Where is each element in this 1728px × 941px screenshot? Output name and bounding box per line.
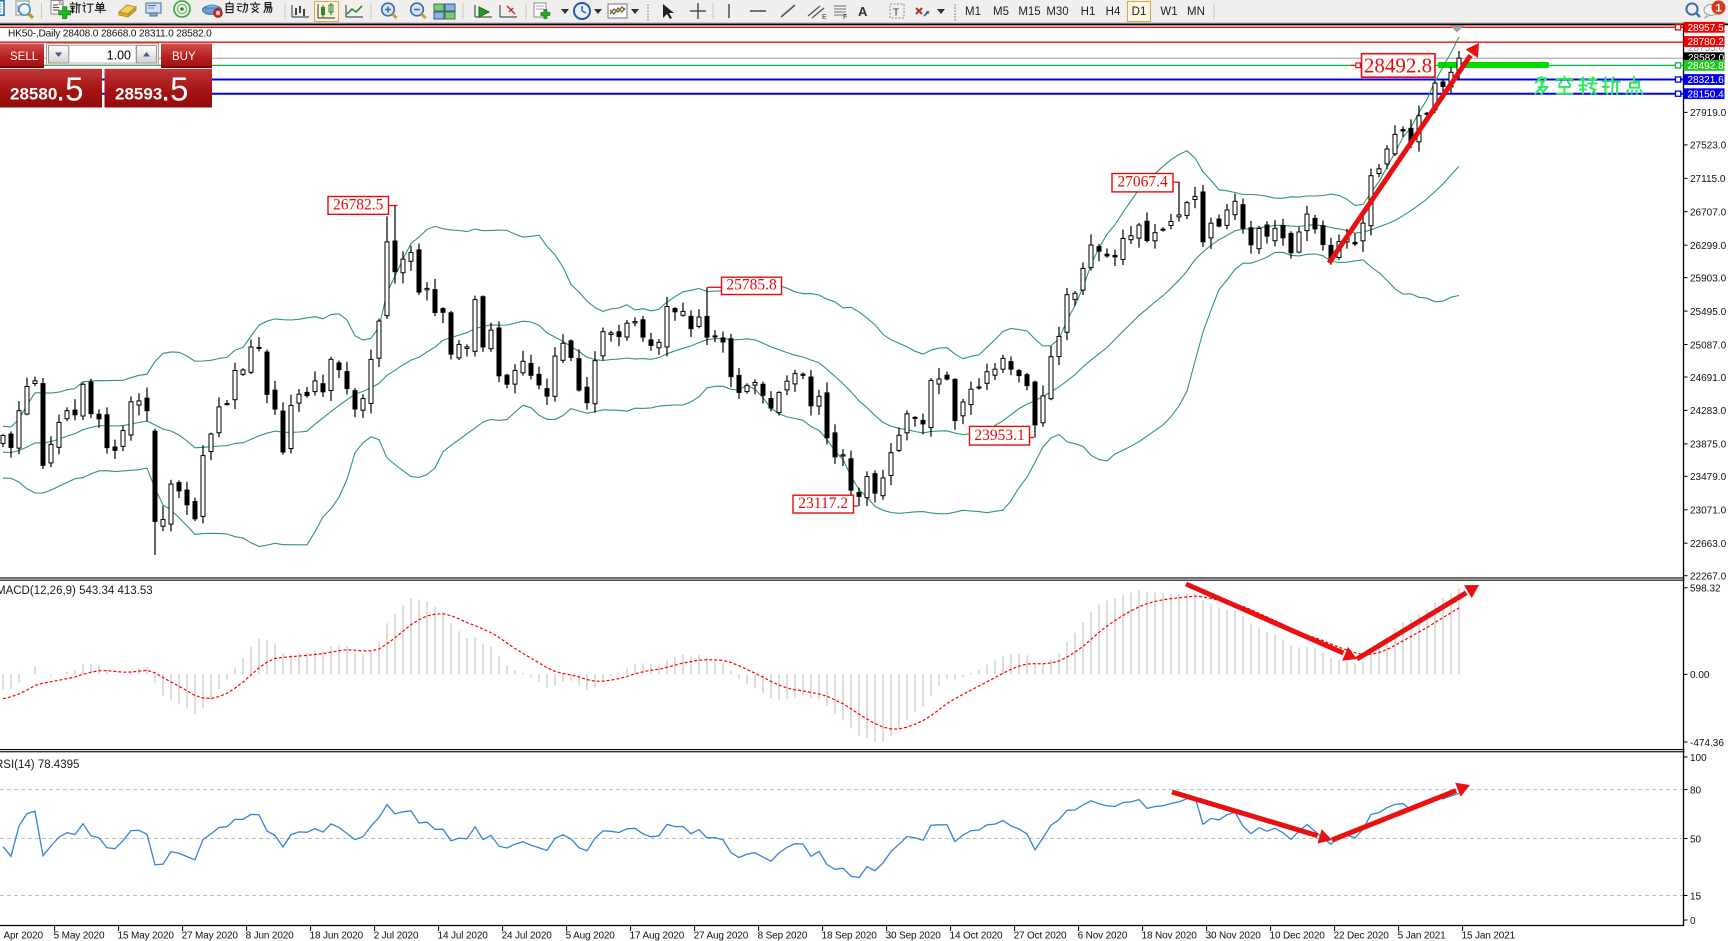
svg-text:H1: H1 — [1081, 6, 1096, 18]
svg-text:25785.8: 25785.8 — [726, 277, 777, 294]
svg-text:30 Nov 2020: 30 Nov 2020 — [1206, 931, 1262, 941]
svg-text:28321.6: 28321.6 — [1688, 75, 1725, 86]
svg-text:28755.0: 28755.0 — [1688, 43, 1725, 54]
svg-text:2 Jul 2020: 2 Jul 2020 — [374, 931, 419, 941]
svg-text:M15: M15 — [1018, 6, 1040, 18]
svg-text:15 Jan 2021: 15 Jan 2021 — [1462, 931, 1516, 941]
svg-text:T: T — [893, 8, 899, 19]
svg-text:23479.0: 23479.0 — [1690, 472, 1727, 483]
svg-text:28780.2: 28780.2 — [1688, 37, 1725, 48]
svg-text:27523.0: 27523.0 — [1690, 141, 1727, 152]
svg-text:D1: D1 — [1132, 6, 1147, 18]
svg-text:.5: .5 — [161, 71, 189, 108]
svg-text:50: 50 — [1690, 834, 1702, 845]
svg-text:HK50-,Daily 28408.0 28668.0 2: HK50-,Daily 28408.0 28668.0 28311.0 2858… — [8, 29, 212, 40]
svg-text:5 May 2020: 5 May 2020 — [54, 931, 105, 941]
svg-text:25087.0: 25087.0 — [1690, 340, 1727, 351]
svg-text:8 Jun 2020: 8 Jun 2020 — [246, 931, 295, 941]
svg-text:17 Aug 2020: 17 Aug 2020 — [630, 931, 685, 941]
svg-text:23953.1: 23953.1 — [974, 427, 1024, 444]
svg-text:1: 1 — [1715, 3, 1721, 15]
svg-text:14 Jul 2020: 14 Jul 2020 — [438, 931, 489, 941]
svg-text:26707.0: 26707.0 — [1690, 208, 1727, 219]
svg-text:A: A — [858, 4, 868, 19]
svg-text:0: 0 — [1690, 916, 1696, 927]
svg-text:M5: M5 — [993, 6, 1009, 18]
svg-text:100: 100 — [1690, 753, 1707, 764]
svg-text:5 Jan 2021: 5 Jan 2021 — [1398, 931, 1447, 941]
svg-text:6 Nov 2020: 6 Nov 2020 — [1078, 931, 1128, 941]
svg-text:SELL: SELL — [10, 51, 39, 63]
svg-text:22267.0: 22267.0 — [1690, 572, 1727, 583]
svg-text:M1: M1 — [965, 6, 981, 18]
svg-text:27115.0: 27115.0 — [1690, 174, 1726, 185]
svg-text:80: 80 — [1690, 785, 1702, 796]
svg-text:BUY: BUY — [172, 51, 196, 63]
svg-text:14 Oct 2020: 14 Oct 2020 — [950, 931, 1003, 941]
svg-text:RSI(14) 78.4395: RSI(14) 78.4395 — [0, 759, 79, 771]
svg-text:W1: W1 — [1160, 6, 1177, 18]
svg-text:MACD(12,26,9) 543.34 413.53: MACD(12,26,9) 543.34 413.53 — [0, 585, 153, 597]
svg-text:10 Dec 2020: 10 Dec 2020 — [1270, 931, 1326, 941]
svg-text:27 Oct 2020: 27 Oct 2020 — [1014, 931, 1067, 941]
svg-text:26782.5: 26782.5 — [333, 196, 384, 213]
svg-text:27 May 2020: 27 May 2020 — [182, 931, 239, 941]
svg-text:23875.0: 23875.0 — [1690, 440, 1727, 451]
svg-text:28582.0: 28582.0 — [1688, 53, 1725, 64]
svg-text:28580: 28580 — [10, 85, 57, 104]
svg-text:18 Nov 2020: 18 Nov 2020 — [1142, 931, 1198, 941]
svg-text:15 May 2020: 15 May 2020 — [118, 931, 175, 941]
svg-text:H4: H4 — [1106, 6, 1121, 18]
svg-text:24691.0: 24691.0 — [1690, 373, 1727, 384]
svg-text:M30: M30 — [1046, 6, 1068, 18]
svg-text:27067.4: 27067.4 — [1117, 174, 1168, 191]
svg-text:F: F — [843, 14, 847, 21]
svg-text:28492.8: 28492.8 — [1364, 54, 1432, 78]
svg-text:28492.8: 28492.8 — [1688, 61, 1725, 72]
svg-text:28957.5: 28957.5 — [1688, 23, 1725, 34]
svg-text:MN: MN — [1187, 6, 1205, 18]
svg-text:5 Aug 2020: 5 Aug 2020 — [566, 931, 616, 941]
svg-text:24 Jul 2020: 24 Jul 2020 — [502, 931, 553, 941]
svg-text:0.00: 0.00 — [1690, 670, 1710, 681]
svg-text:28150.4: 28150.4 — [1688, 89, 1725, 100]
svg-text:1.00: 1.00 — [107, 49, 131, 63]
svg-text:18 Sep 2020: 18 Sep 2020 — [822, 931, 878, 941]
svg-text:25903.0: 25903.0 — [1690, 273, 1727, 284]
svg-text:28593: 28593 — [115, 85, 162, 104]
svg-text:22663.0: 22663.0 — [1690, 539, 1727, 550]
svg-text:-474.36: -474.36 — [1690, 738, 1724, 749]
svg-text:27919.0: 27919.0 — [1690, 108, 1727, 119]
svg-text:30 Sep 2020: 30 Sep 2020 — [886, 931, 942, 941]
svg-text:E: E — [822, 14, 827, 21]
svg-text:27 Aug 2020: 27 Aug 2020 — [694, 931, 749, 941]
svg-text:22 Dec 2020: 22 Dec 2020 — [1334, 931, 1390, 941]
svg-text:26299.0: 26299.0 — [1690, 241, 1727, 252]
svg-text:24283.0: 24283.0 — [1690, 406, 1727, 417]
svg-text:15: 15 — [1690, 891, 1702, 902]
svg-text:8 Sep 2020: 8 Sep 2020 — [758, 931, 808, 941]
svg-text:23071.0: 23071.0 — [1690, 506, 1727, 517]
svg-text:Apr 2020: Apr 2020 — [4, 931, 44, 941]
svg-text:18 Jun 2020: 18 Jun 2020 — [310, 931, 364, 941]
svg-text:.5: .5 — [56, 71, 84, 108]
svg-text:598.32: 598.32 — [1690, 584, 1721, 595]
svg-text:25495.0: 25495.0 — [1690, 307, 1727, 318]
svg-text:23117.2: 23117.2 — [798, 495, 848, 512]
